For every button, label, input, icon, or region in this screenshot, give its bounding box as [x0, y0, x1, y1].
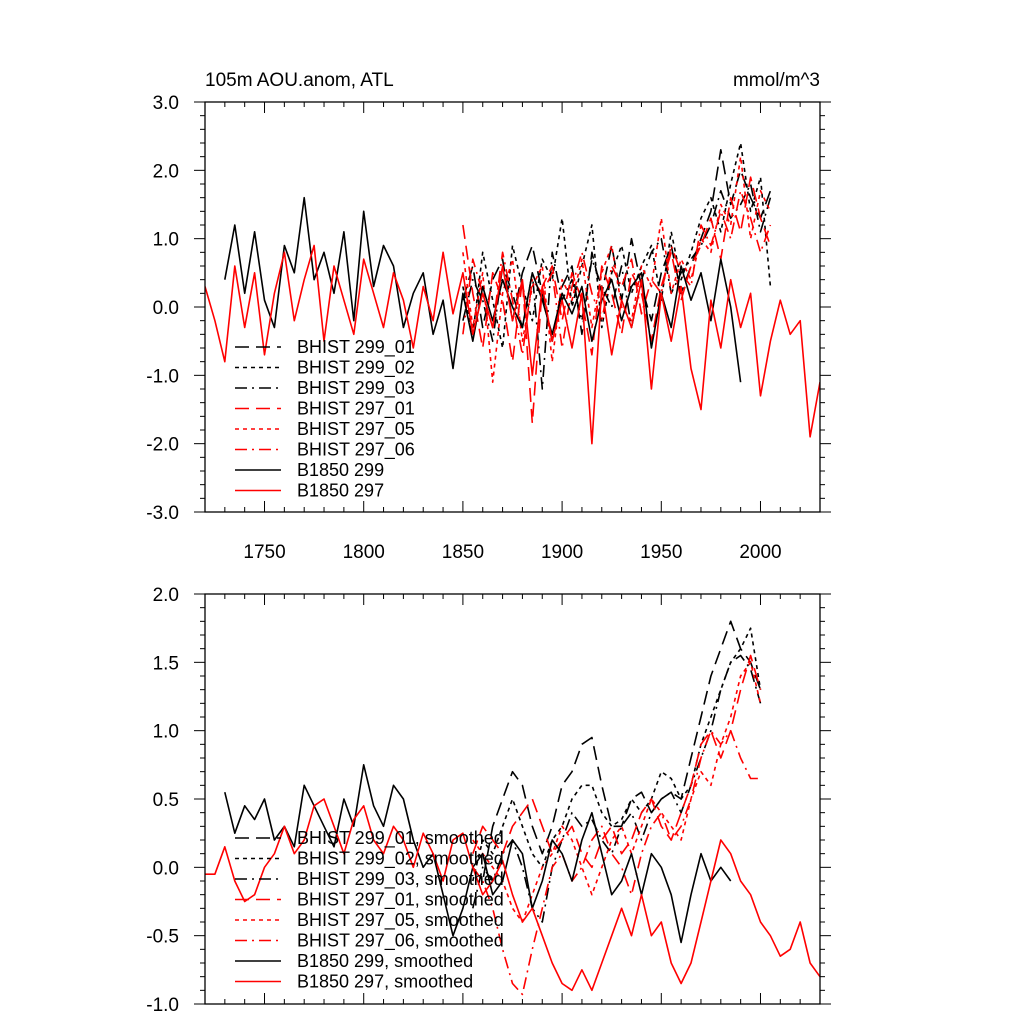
- top-panel: 105m AOU.anom, ATL mmol/m^3 1750 1800 1850…: [146, 70, 831, 563]
- legend-label: BHIST 297_06, smoothed: [297, 931, 504, 952]
- top-panel-title: 105m AOU.anom, ATL: [205, 70, 394, 91]
- bottom-panel: -1.0 -0.5 0.0 0.5 1.0 1.5 2.0 BHIST 299_01, sm…: [146, 585, 831, 1016]
- legend-label: BHIST 299_02: [297, 358, 415, 379]
- y-tick-label: 0.0: [153, 858, 179, 879]
- y-tick-label: 1.5: [153, 653, 179, 674]
- y-tick-label: -0.5: [146, 927, 179, 948]
- y-tick-label: -3.0: [146, 503, 179, 524]
- series-line: [205, 798, 820, 992]
- x-tick-label: 1900: [541, 542, 583, 563]
- legend-label: BHIST 299_03: [297, 378, 415, 399]
- series-line: [472, 620, 762, 882]
- y-tick-label: 1.0: [153, 230, 179, 251]
- series-line: [472, 627, 762, 882]
- y-tick-label: 0.5: [153, 790, 179, 811]
- legend-label: BHIST 299_02, smoothed: [297, 849, 504, 870]
- series-line: [462, 183, 772, 390]
- legend-label: BHIST 297_05: [297, 419, 415, 440]
- legend-label: B1850 297, smoothed: [297, 972, 473, 992]
- x-tick-label: 1800: [343, 542, 385, 563]
- legend-label: BHIST 299_01: [297, 337, 415, 358]
- x-tick-label: 1750: [243, 542, 285, 563]
- series-line: [472, 729, 761, 996]
- y-tick-label: 1.0: [153, 722, 179, 743]
- series-line: [472, 654, 762, 869]
- x-tick-label: 1950: [640, 542, 682, 563]
- y-tick-label: 3.0: [153, 93, 179, 114]
- series-line: [472, 661, 762, 923]
- top-axes: 1750 1800 1850 1900 1950 2000 -3.0 -2.0 -1.0 0.0 1…: [146, 93, 831, 563]
- legend-label: B1850 299: [297, 460, 384, 480]
- plot-area: [205, 620, 820, 996]
- plot-area: [205, 142, 820, 445]
- y-tick-label: 0.0: [153, 298, 179, 319]
- top-panel-units: mmol/m^3: [733, 70, 820, 91]
- legend-label: BHIST 299_01, smoothed: [297, 828, 504, 849]
- legend-label: BHIST 297_05, smoothed: [297, 910, 504, 931]
- y-tick-label: -2.0: [146, 435, 179, 456]
- series-line: [224, 763, 732, 944]
- series-line: [462, 190, 772, 356]
- x-tick-label: 2000: [739, 542, 781, 563]
- legend-label: BHIST 299_03, smoothed: [297, 869, 504, 890]
- y-tick-label: -1.0: [146, 995, 179, 1016]
- legend-label: B1850 299, smoothed: [297, 951, 473, 971]
- y-tick-label: -1.0: [146, 366, 179, 387]
- series-line: [462, 176, 772, 425]
- series-line: [462, 142, 772, 349]
- legend-label: BHIST 297_01: [297, 399, 415, 420]
- legend-label: BHIST 297_06: [297, 440, 415, 461]
- y-tick-label: 2.0: [153, 585, 179, 606]
- legend-label: B1850 297: [297, 481, 384, 501]
- series-line: [205, 244, 820, 445]
- series-line: [224, 196, 742, 383]
- legend-label: BHIST 297_01, smoothed: [297, 890, 504, 911]
- y-tick-label: 2.0: [153, 161, 179, 182]
- x-tick-label: 1850: [442, 542, 484, 563]
- bottom-axes: -1.0 -0.5 0.0 0.5 1.0 1.5 2.0: [146, 585, 831, 1016]
